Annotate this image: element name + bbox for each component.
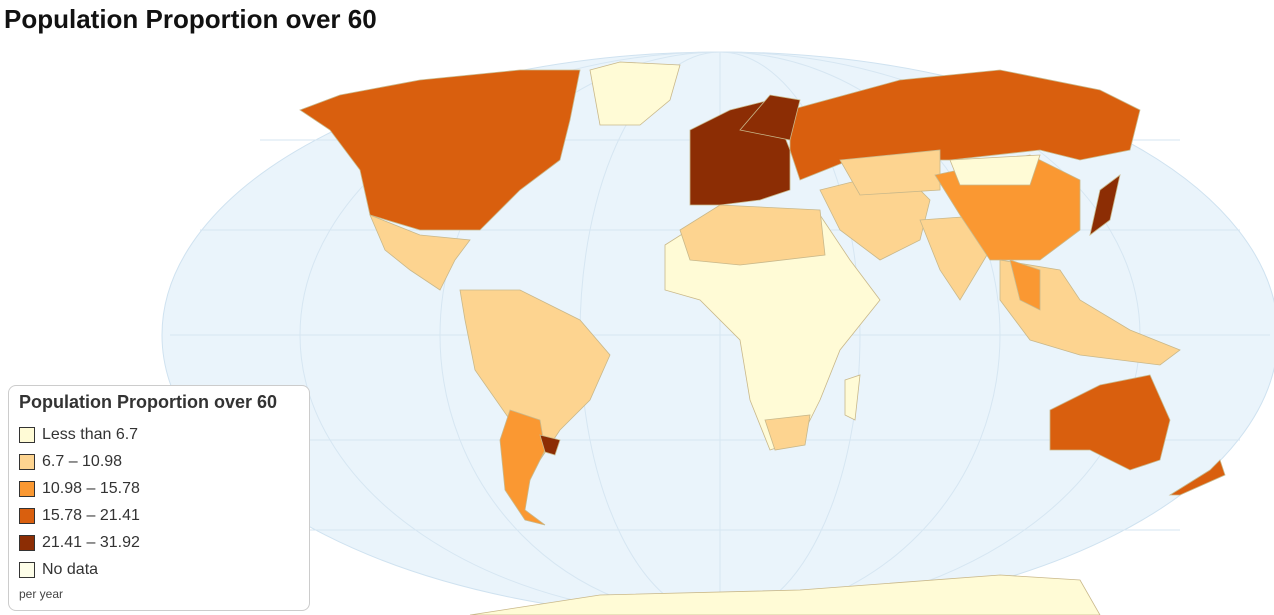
legend-item: 21.41 – 31.92 xyxy=(19,529,299,556)
madagascar xyxy=(844,374,861,421)
legend-swatch xyxy=(19,453,35,470)
greenland xyxy=(589,61,681,126)
africa xyxy=(664,209,881,451)
legend-footer: per year xyxy=(19,587,64,601)
scandinavia xyxy=(739,94,801,141)
legend-label: No data xyxy=(42,560,99,578)
legend-swatch xyxy=(19,561,35,578)
legend-label: 15.78 – 21.41 xyxy=(42,506,140,524)
new-zealand xyxy=(1168,459,1226,496)
argentina xyxy=(499,409,546,526)
australia xyxy=(1049,374,1171,471)
russia xyxy=(789,69,1141,181)
legend-label: 6.7 – 10.98 xyxy=(42,452,123,470)
legend-item: Less than 6.7 xyxy=(19,421,299,448)
legend-item: 10.98 – 15.78 xyxy=(19,475,299,502)
uruguay xyxy=(539,434,561,456)
legend-item: 6.7 – 10.98 xyxy=(19,448,299,475)
japan xyxy=(1089,174,1121,236)
southeast-asia xyxy=(999,259,1181,366)
legend-label: 21.41 – 31.92 xyxy=(42,533,140,551)
legend-item: No data xyxy=(19,556,299,583)
mongolia xyxy=(949,154,1041,186)
central-asia xyxy=(839,149,941,196)
legend-swatch xyxy=(19,534,35,551)
mexico-central-america xyxy=(369,214,471,291)
south-africa xyxy=(764,414,811,451)
legend-title: Population Proportion over 60 xyxy=(19,392,278,412)
legend-swatch xyxy=(19,480,35,497)
legend-swatch xyxy=(19,426,35,443)
legend-swatch xyxy=(19,507,35,524)
legend-label: Less than 6.7 xyxy=(42,425,139,443)
thailand xyxy=(1009,259,1041,311)
legend: Population Proportion over 60 Less than … xyxy=(8,385,310,611)
legend-items: Less than 6.7 6.7 – 10.98 10.98 – 15.78 15.… xyxy=(19,421,299,583)
page-title: Population Proportion over 60 xyxy=(4,4,377,34)
legend-label: 10.98 – 15.78 xyxy=(42,479,140,497)
antarctica xyxy=(469,574,1101,615)
north-america xyxy=(299,69,581,231)
legend-item: 15.78 – 21.41 xyxy=(19,502,299,529)
